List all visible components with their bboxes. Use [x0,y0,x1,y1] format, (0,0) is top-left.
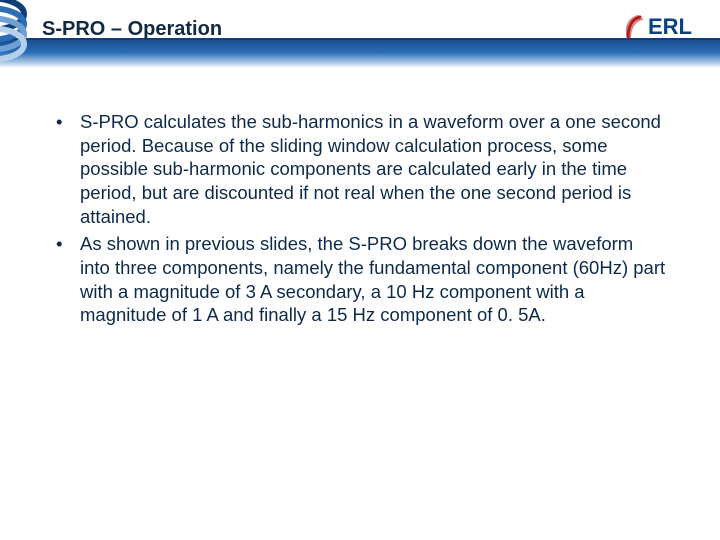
band-gradient [0,40,720,68]
logo-text: ERL [648,14,692,40]
page-title: S-PRO – Operation [42,18,222,41]
decor-spiral-icon [0,0,32,68]
bullet-text: S-PRO calculates the sub-harmonics in a … [80,111,661,227]
bullet-list: S-PRO calculates the sub-harmonics in a … [52,110,668,327]
bullet-text: As shown in previous slides, the S-PRO b… [80,233,665,325]
list-item: As shown in previous slides, the S-PRO b… [52,232,668,327]
content-body: S-PRO calculates the sub-harmonics in a … [52,110,668,331]
list-item: S-PRO calculates the sub-harmonics in a … [52,110,668,228]
logo-swoosh-icon [626,15,646,39]
slide: S-PRO – Operation ERL S-PRO calculates t… [0,0,720,540]
header-band: S-PRO – Operation ERL [0,0,720,70]
brand-logo: ERL [626,14,692,40]
